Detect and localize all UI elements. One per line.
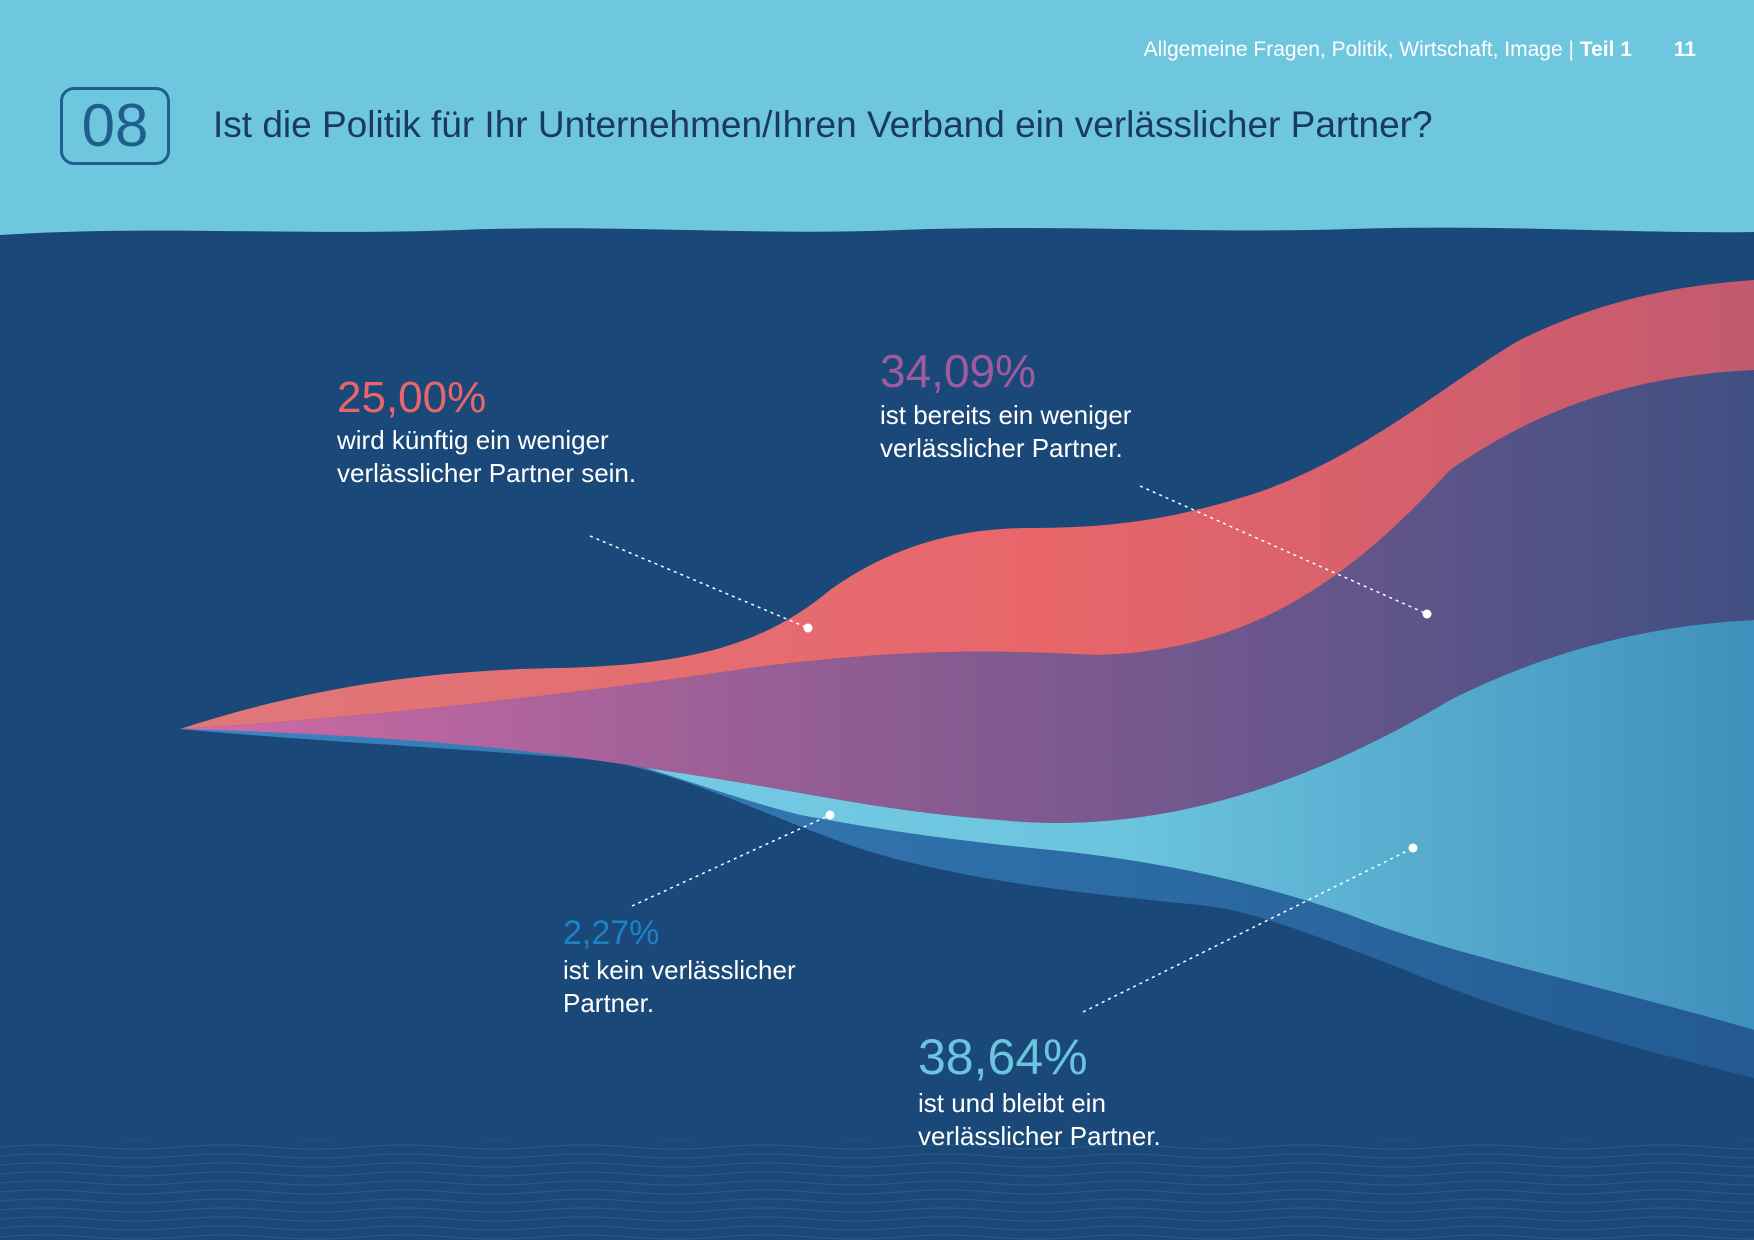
desc-never: ist kein verlässlicher Partner.	[563, 954, 796, 1020]
question-number: 08	[81, 92, 149, 159]
desc-already-line1: ist bereits ein weniger	[880, 399, 1132, 430]
label-never: 2,27% ist kein verlässlicher Partner.	[563, 914, 796, 1020]
desc-remains: ist und bleibt ein verlässlicher Partner…	[918, 1087, 1161, 1153]
percent-never: 2,27%	[563, 914, 660, 952]
wave-texture	[0, 1140, 1754, 1240]
desc-never-line2: Partner.	[563, 988, 655, 1019]
leader-line-future	[589, 535, 809, 629]
leader-line-already	[1139, 485, 1428, 615]
percent-remains: 38,64%	[918, 1029, 1088, 1085]
desc-remains-line1: ist und bleibt ein	[918, 1088, 1106, 1118]
stream-future	[180, 280, 1754, 729]
leader-dot-future	[803, 623, 813, 633]
percent-future: 25,00%	[337, 373, 487, 422]
stream-already	[180, 370, 1754, 823]
desc-never-line1: ist kein verlässlicher	[563, 955, 796, 986]
desc-future-line1: wird künftig ein weniger	[337, 425, 609, 456]
desc-already-line2: verlässlicher Partner.	[880, 432, 1123, 463]
desc-already: ist bereits ein weniger verlässlicher Pa…	[880, 399, 1131, 465]
desc-remains-line2: verlässlicher Partner.	[918, 1121, 1161, 1151]
desc-future: wird künftig ein weniger verlässlicher P…	[337, 424, 636, 490]
desc-future-line2: verlässlicher Partner sein.	[337, 458, 637, 489]
label-already: 34,09% ist bereits ein weniger verlässli…	[880, 346, 1131, 465]
leader-dot-never	[825, 810, 835, 820]
header-separator: |	[1568, 38, 1574, 61]
leader-line-remains	[1082, 847, 1414, 1013]
label-future: 25,00% wird künftig ein weniger verlässl…	[337, 373, 636, 490]
leader-line-never	[631, 814, 831, 907]
leader-dot-remains	[1408, 843, 1418, 853]
percent-already: 34,09%	[880, 345, 1037, 397]
stream-remains	[180, 620, 1754, 1030]
page-number: 11	[1673, 38, 1696, 61]
label-remains: 38,64% ist und bleibt ein verlässlicher …	[918, 1030, 1161, 1153]
header-section: Allgemeine Fragen, Politik, Wirtschaft, …	[1143, 38, 1563, 61]
page-title: Ist die Politik für Ihr Unternehmen/Ihre…	[213, 104, 1433, 145]
header-part: Teil 1	[1579, 38, 1632, 61]
running-header: Allgemeine Fragen, Politik, Wirtschaft, …	[1144, 38, 1696, 62]
sky-band	[0, 0, 1754, 260]
leader-dot-already	[1422, 609, 1432, 619]
question-number-box: 08	[60, 87, 170, 165]
